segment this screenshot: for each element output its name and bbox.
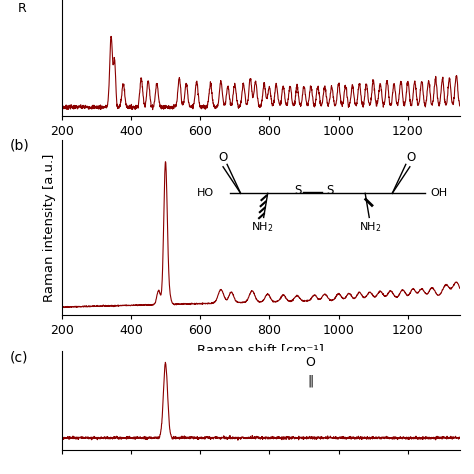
Text: (c): (c) <box>10 351 28 365</box>
Y-axis label: Raman intensity [a.u.]: Raman intensity [a.u.] <box>43 153 56 302</box>
Text: O: O <box>306 356 315 369</box>
Text: ‖: ‖ <box>307 374 314 387</box>
X-axis label: Raman shift [cm⁻¹]: Raman shift [cm⁻¹] <box>197 343 324 356</box>
Text: R: R <box>18 2 26 15</box>
X-axis label: Raman shift [cm⁻¹]: Raman shift [cm⁻¹] <box>197 144 324 157</box>
Text: (b): (b) <box>10 138 29 152</box>
